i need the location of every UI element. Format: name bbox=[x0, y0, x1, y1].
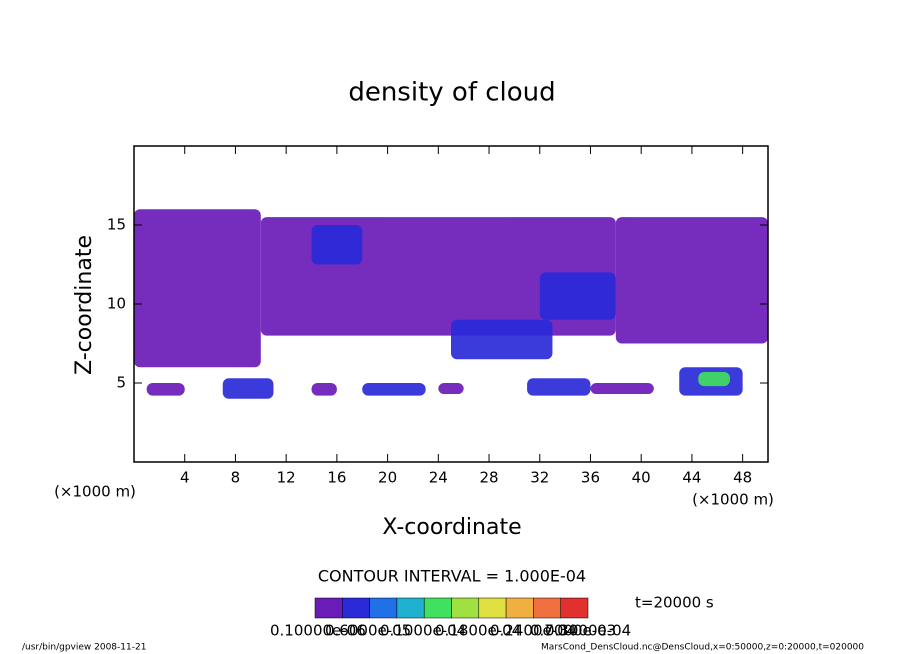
cloud-region bbox=[590, 383, 654, 395]
cloud-region bbox=[451, 319, 553, 360]
cloud-region bbox=[615, 217, 768, 344]
colorbar-swatch bbox=[505, 597, 534, 619]
cloud-region bbox=[134, 209, 261, 368]
colorbar-swatch bbox=[533, 597, 561, 619]
colorbar-swatch bbox=[342, 597, 370, 619]
x-tick-label: 48 bbox=[733, 469, 752, 487]
colorbar-swatch bbox=[560, 597, 589, 619]
colorbar-label: 0.10000e-06 bbox=[270, 622, 366, 640]
x-tick-label: 12 bbox=[277, 469, 296, 487]
x-tick-label: 40 bbox=[632, 469, 651, 487]
cloud-region bbox=[311, 225, 363, 265]
cloud-region bbox=[698, 371, 730, 387]
x-tick-label: 4 bbox=[180, 469, 190, 487]
cloud-region bbox=[527, 378, 591, 396]
x-tick-label: 32 bbox=[530, 469, 549, 487]
x-tick-label: 44 bbox=[682, 469, 701, 487]
colorbar-label: 0.1000e-04 bbox=[380, 622, 466, 640]
cloud-region bbox=[222, 378, 274, 399]
y-tick-label: 15 bbox=[107, 216, 126, 234]
cloud-region bbox=[146, 383, 185, 396]
time-label: t=20000 s bbox=[635, 594, 714, 612]
colorbar-label: 0.1800e-04 bbox=[435, 622, 521, 640]
chart-title: density of cloud bbox=[348, 78, 555, 108]
y-tick-label: 10 bbox=[107, 295, 126, 313]
cloud-region bbox=[362, 383, 426, 396]
x-tick-label: 16 bbox=[327, 469, 346, 487]
cloud-region bbox=[438, 383, 464, 395]
colorbar-swatch bbox=[396, 597, 425, 619]
cloud-region bbox=[539, 272, 616, 320]
colorbar-label: 0.6000e-05 bbox=[325, 622, 411, 640]
x-tick-label: 36 bbox=[581, 469, 600, 487]
y-tick-label: 5 bbox=[116, 374, 126, 392]
x-axis-label: X-coordinate bbox=[382, 515, 521, 540]
footer: MarsCond_DensCloud.nc@DensCloud,x=0:5000… bbox=[541, 643, 864, 653]
colorbar-swatch bbox=[314, 597, 343, 619]
colorbar-swatch bbox=[478, 597, 507, 619]
x-tick-label: 24 bbox=[429, 469, 448, 487]
colorbar-label: 0.2400e-04 bbox=[490, 622, 576, 640]
x-unit: (×1000 m) bbox=[54, 483, 136, 501]
footer: /usr/bin/gpview 2008-11-21 bbox=[22, 643, 146, 653]
colorbar-label: 0.3000e-04 bbox=[545, 622, 631, 640]
x-tick-label: 20 bbox=[378, 469, 397, 487]
x-unit: (×1000 m) bbox=[692, 491, 774, 509]
y-axis-label: Z-coordinate bbox=[72, 235, 97, 375]
colorbar-swatch bbox=[423, 597, 452, 619]
colorbar-swatch bbox=[369, 597, 398, 619]
cloud-region bbox=[311, 383, 337, 396]
plot-area bbox=[134, 209, 768, 399]
colorbar-swatch bbox=[451, 597, 480, 619]
contour-note: CONTOUR INTERVAL = 1.000E-04 bbox=[318, 567, 586, 586]
colorbar-label: 0.7000e-03 bbox=[530, 622, 616, 640]
x-tick-label: 28 bbox=[479, 469, 498, 487]
x-tick-label: 8 bbox=[231, 469, 241, 487]
